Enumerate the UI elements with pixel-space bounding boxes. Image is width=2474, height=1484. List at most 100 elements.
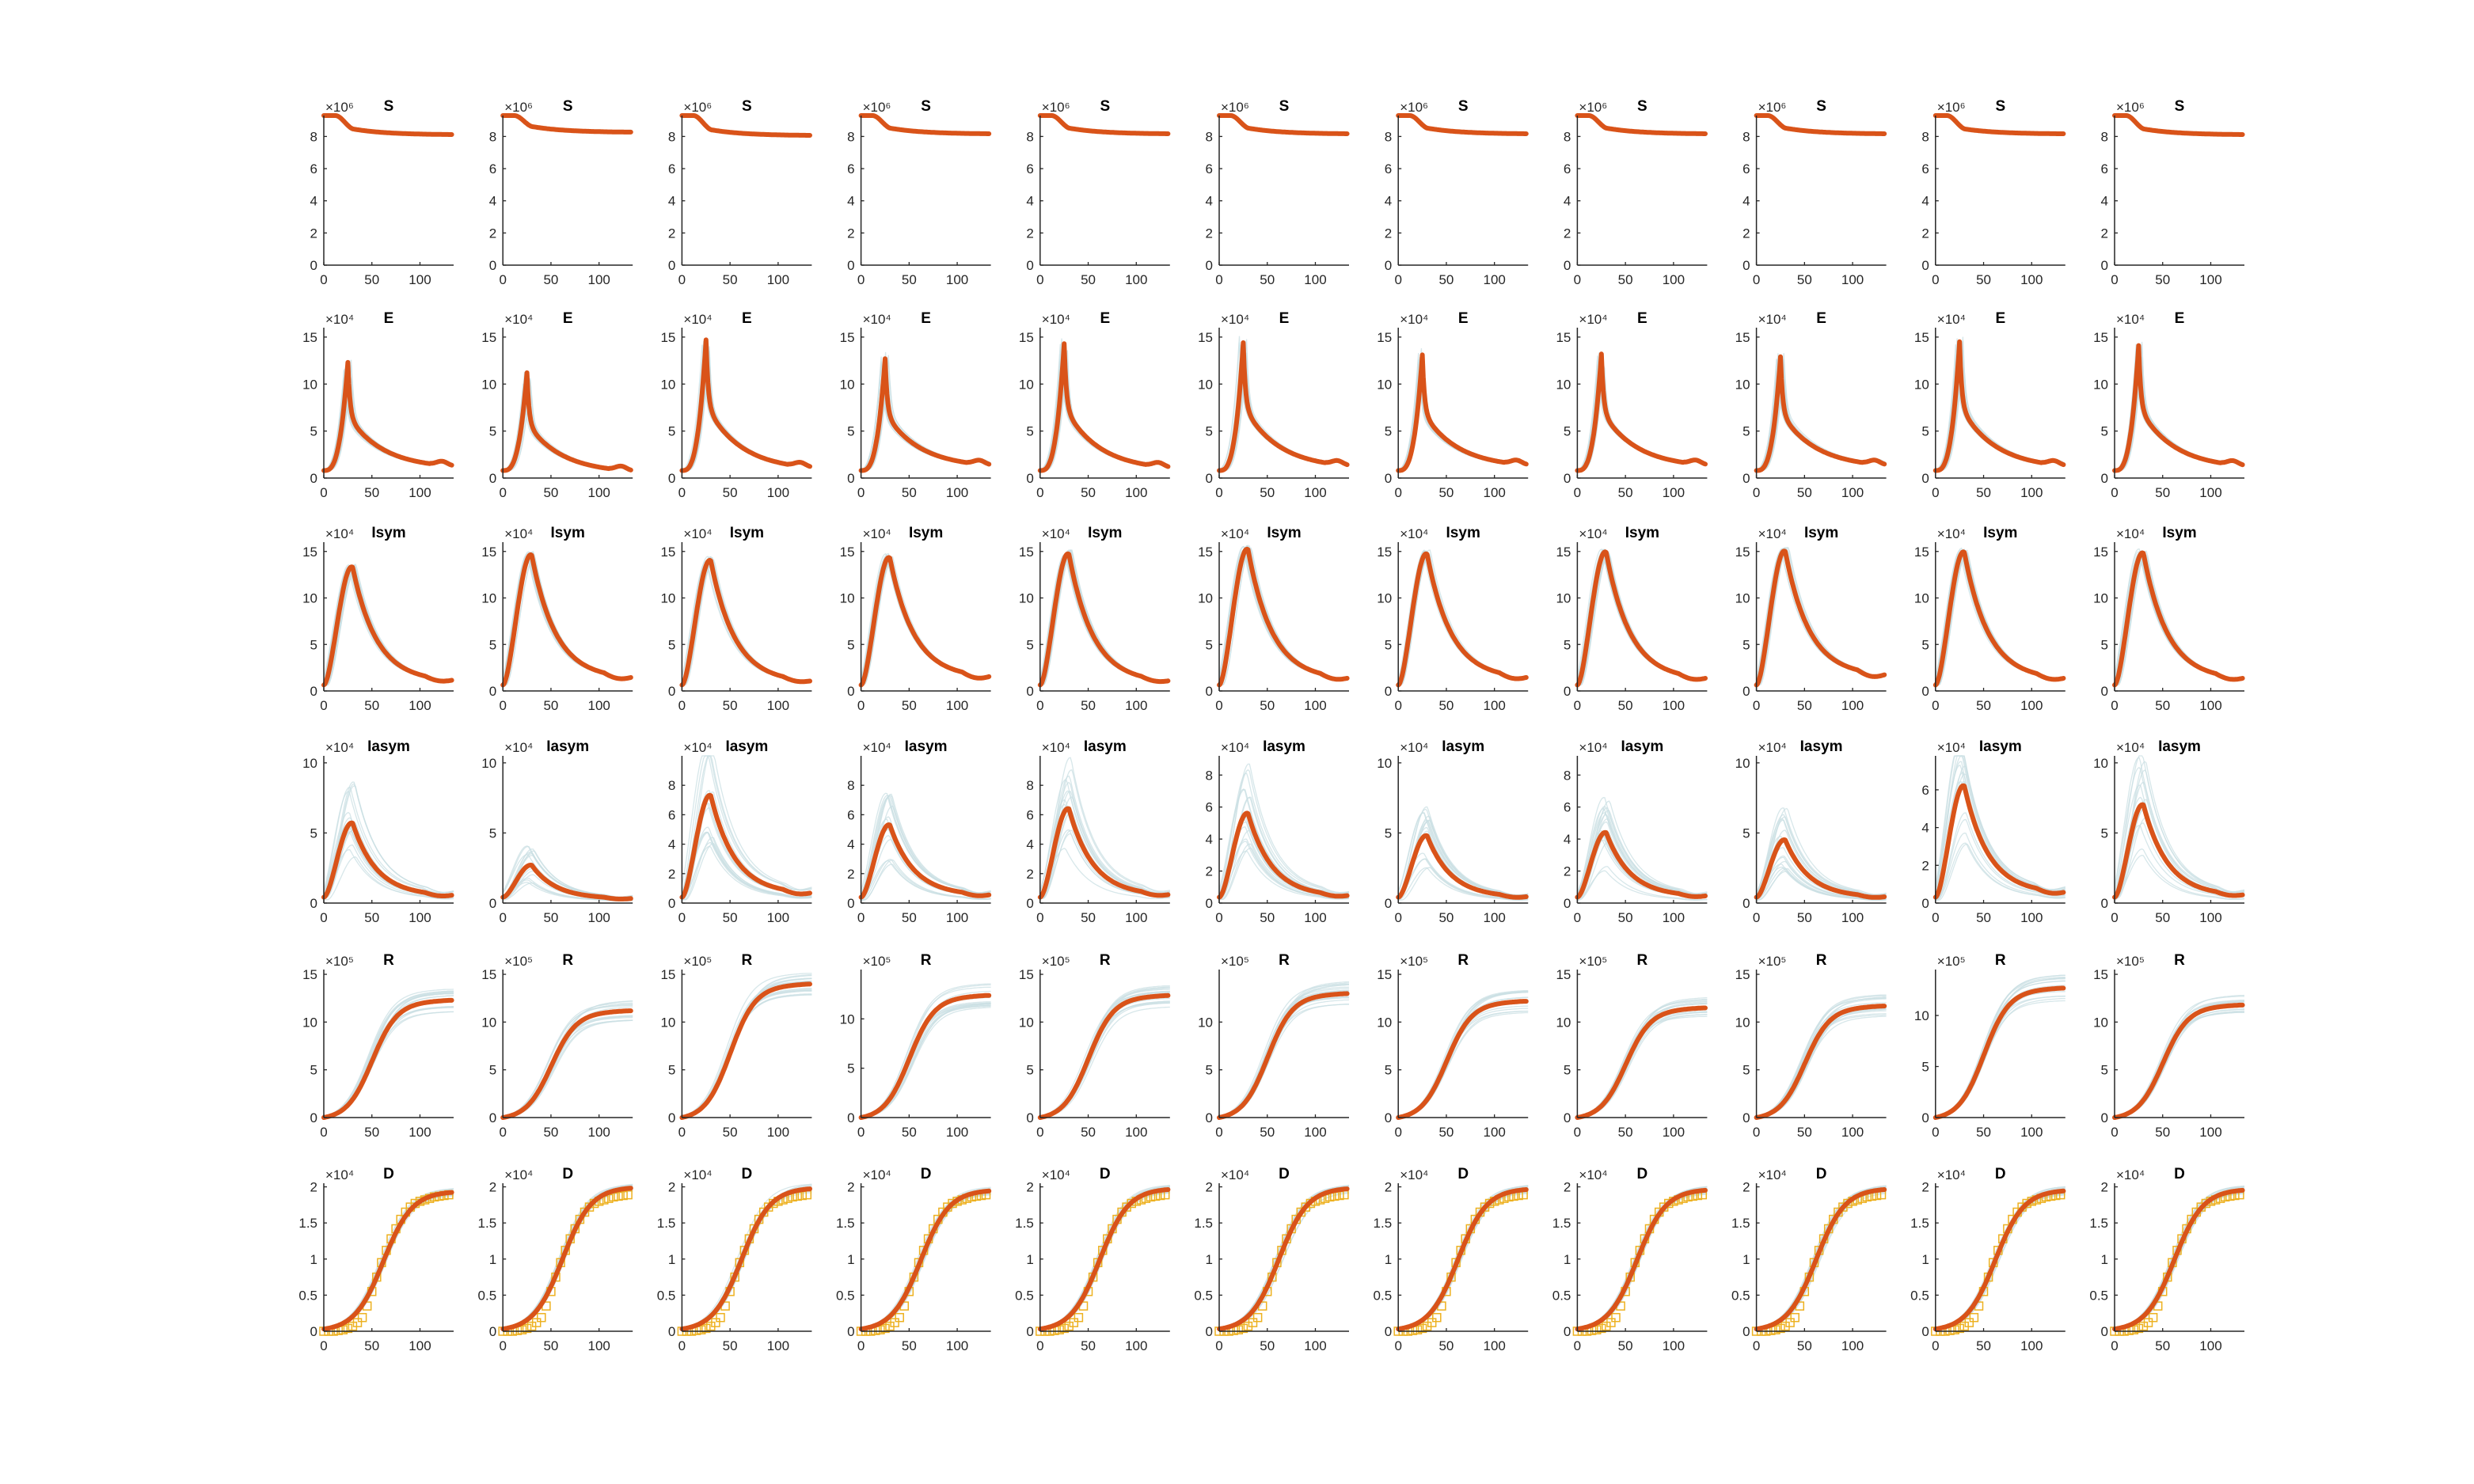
panel-title: E [384, 310, 394, 327]
axis-exponent-label: ×10⁴ [863, 740, 891, 755]
x-tick-label: 100 [409, 910, 431, 925]
ensemble-trajectory [1577, 1186, 1708, 1330]
y-tick-label: 0 [1206, 896, 1213, 911]
ensemble-trajectory [861, 816, 991, 898]
axis-exponent-label: ×10⁴ [1042, 312, 1070, 327]
x-tick-label: 50 [1976, 485, 1991, 500]
y-tick-label: 4 [1026, 837, 1033, 852]
y-tick-label: 0 [310, 471, 317, 486]
x-tick-label: 0 [2111, 485, 2118, 500]
y-tick-label: 2 [847, 867, 854, 882]
x-tick-label: 100 [1125, 272, 1147, 287]
y-tick-label: 10 [660, 377, 675, 392]
ensemble-trajectory [1577, 866, 1708, 901]
panel-title: R [562, 952, 573, 969]
ensemble-trajectory [682, 1184, 812, 1330]
x-tick-label: 100 [946, 1125, 968, 1140]
y-tick-label: 15 [1556, 967, 1571, 982]
ensemble-trajectory [1756, 1190, 1887, 1330]
main-curve [2112, 1002, 2245, 1120]
ensemble-trajectory [1756, 994, 1887, 1118]
axis-exponent-label: ×10⁴ [863, 312, 891, 327]
y-tick-label: 15 [660, 967, 675, 982]
x-tick-label: 100 [2020, 1338, 2043, 1353]
ensemble-trajectory [861, 1190, 991, 1330]
ensemble-trajectory [1398, 1188, 1529, 1330]
x-tick-label: 100 [1483, 910, 1505, 925]
axis-exponent-label: ×10⁴ [1400, 1167, 1428, 1182]
axis-exponent-label: ×10⁴ [683, 1167, 712, 1182]
y-tick-label: 4 [1026, 194, 1033, 209]
x-tick-label: 50 [1260, 1338, 1275, 1353]
x-tick-label: 50 [902, 1125, 917, 1140]
y-tick-label: 1 [1206, 1252, 1213, 1267]
x-tick-label: 100 [1841, 910, 1864, 925]
ensemble-trajectory [682, 1187, 812, 1330]
x-tick-label: 0 [1036, 485, 1043, 500]
x-tick-label: 50 [1976, 1125, 1991, 1140]
ensemble-trajectory [1398, 1002, 1529, 1118]
axis-exponent-label: ×10⁴ [1758, 1167, 1787, 1182]
axis-exponent-label: ×10⁴ [1579, 1167, 1607, 1182]
main-curve [1932, 549, 2066, 688]
observed-point [1776, 1323, 1785, 1334]
y-tick-label: 0 [1385, 1324, 1392, 1339]
x-tick-label: 0 [678, 698, 686, 713]
x-tick-label: 0 [857, 485, 865, 500]
y-tick-label: 15 [2093, 545, 2108, 560]
y-tick-label: 10 [2093, 1015, 2108, 1030]
ensemble-trajectory [1935, 1191, 2065, 1330]
panel-s-9: 0 2 4 6 8 0 50 100 ×10⁶ S [1742, 98, 1887, 287]
axis-exponent-label: ×10⁴ [2116, 526, 2145, 541]
ensemble-trajectory [861, 983, 991, 1118]
panel-s-3: 0 2 4 6 8 0 50 100 ×10⁶ S [668, 98, 812, 287]
x-tick-label: 100 [587, 698, 610, 713]
x-tick-label: 0 [320, 1125, 327, 1140]
y-tick-label: 0 [1742, 471, 1750, 486]
ensemble-trajectory [681, 831, 812, 898]
y-tick-label: 5 [1385, 1063, 1392, 1078]
panel-e-1: 0 5 10 15 0 50 100 ×10⁴ E [302, 310, 454, 500]
y-tick-label: 6 [847, 161, 854, 176]
axis-exponent-label: ×10⁴ [1042, 740, 1070, 755]
ensemble-trajectory [682, 1188, 812, 1330]
observed-point [1664, 1198, 1674, 1209]
x-tick-label: 100 [1841, 698, 1864, 713]
axis-exponent-label: ×10⁶ [2116, 100, 2145, 115]
y-tick-label: 6 [1921, 783, 1929, 798]
axis-exponent-label: ×10⁴ [683, 312, 712, 327]
ensemble-trajectory [861, 1193, 991, 1330]
ensemble-trajectory [1756, 807, 1887, 895]
main-curve [858, 822, 992, 900]
main-curve [500, 863, 633, 901]
ensemble-trajectory [1756, 807, 1887, 895]
panel-title: S [1637, 98, 1647, 115]
y-tick-label: 0.5 [1910, 1288, 1929, 1303]
y-tick-label: 10 [1556, 591, 1571, 606]
x-tick-label: 0 [1394, 910, 1401, 925]
x-tick-label: 0 [857, 1338, 865, 1353]
ensemble-trajectory [1218, 986, 1350, 1118]
x-tick-label: 0 [678, 910, 686, 925]
ensemble-trajectory [323, 1192, 454, 1330]
observed-point [2143, 1318, 2153, 1327]
ensemble-trajectory [1039, 1190, 1170, 1330]
y-tick-label: 15 [840, 330, 855, 345]
ensemble-trajectory [2115, 1191, 2245, 1330]
y-tick-label: 5 [668, 637, 675, 652]
panel-title: Isym [1446, 525, 1480, 541]
ensemble-trajectory [1218, 983, 1350, 1118]
ensemble-trajectory [1577, 1002, 1708, 1118]
axis-exponent-label: ×10⁴ [1221, 740, 1249, 755]
ensemble-trajectory [1039, 769, 1170, 896]
y-tick-label: 10 [2093, 756, 2108, 771]
ensemble-trajectory [503, 1183, 633, 1330]
axis-exponent-label: ×10⁵ [1758, 954, 1787, 969]
ensemble-trajectory [1039, 1186, 1170, 1330]
ensemble-trajectory [1039, 990, 1170, 1118]
ensemble-trajectory [861, 996, 991, 1118]
ensemble-trajectory [1935, 974, 2065, 1118]
x-tick-label: 0 [320, 910, 327, 925]
panel-iasym-10: 0 2 4 6 0 50 100 ×10⁴ Iasym [1921, 738, 2066, 925]
ensemble-trajectory [1398, 1191, 1529, 1330]
